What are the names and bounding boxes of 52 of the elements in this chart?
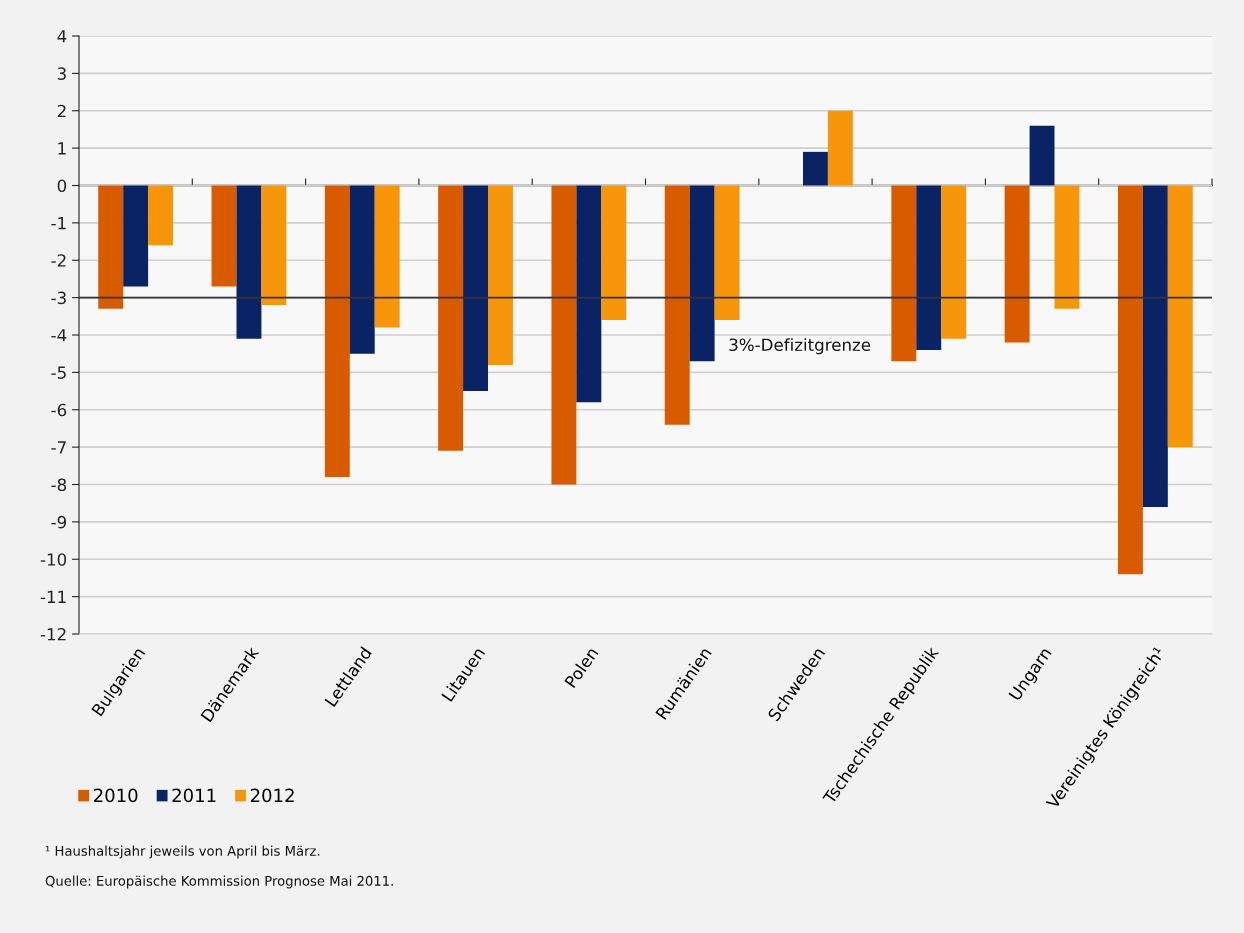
bar — [211, 185, 237, 287]
y-tick-label: -6 — [51, 403, 67, 417]
y-tick-label: 1 — [58, 142, 66, 155]
bar — [1167, 185, 1193, 448]
y-tick-label: -5 — [51, 366, 66, 379]
legend-label: 2011 — [172, 788, 216, 803]
bar — [98, 185, 124, 309]
bar — [576, 185, 602, 403]
ref-line-label: 3%-Defizitgrenze — [729, 338, 871, 355]
bar — [664, 185, 690, 425]
bar — [891, 185, 917, 362]
y-tick-label: 3 — [57, 67, 66, 80]
y-tick-label: -1 — [51, 217, 66, 230]
bar — [236, 185, 262, 339]
bar — [261, 185, 287, 306]
y-tick-label: -7 — [51, 441, 66, 454]
bar — [1142, 185, 1168, 507]
bar — [689, 185, 715, 362]
y-tick-label: 0 — [57, 179, 67, 193]
bar — [463, 185, 489, 392]
bar — [1029, 125, 1055, 186]
y-tick-label: -4 — [51, 329, 67, 342]
bar — [714, 185, 740, 321]
bar — [148, 185, 174, 246]
legend-label: 2012 — [250, 788, 294, 803]
y-tick-label: -2 — [51, 254, 66, 267]
bar — [1117, 185, 1143, 575]
y-tick-label: -12 — [40, 627, 66, 641]
y-tick-label: 4 — [57, 30, 67, 43]
y-tick-label: -11 — [40, 590, 66, 603]
bar — [374, 185, 400, 328]
bar — [324, 185, 350, 478]
bar — [941, 185, 967, 339]
bar — [827, 110, 853, 186]
y-tick-label: -9 — [51, 515, 67, 529]
y-tick-label: -3 — [51, 291, 66, 305]
source-note: Quelle: Europäische Kommission Prognose Mai 2011. — [45, 875, 393, 889]
y-tick-label: -8 — [51, 478, 67, 492]
y-tick-label: -10 — [40, 553, 67, 566]
bar — [438, 185, 464, 451]
bar — [488, 185, 513, 365]
bar — [123, 185, 149, 287]
text: ¹ Haushaltsjahr jeweils von April bis März. — [45, 845, 320, 859]
y-tick-label: 2 — [57, 104, 66, 118]
legend-label: 2010 — [94, 788, 138, 803]
bar — [1004, 185, 1030, 343]
bar — [1054, 185, 1080, 309]
bar — [601, 185, 627, 321]
bar — [551, 185, 577, 485]
bar — [802, 151, 828, 186]
bar — [349, 185, 375, 354]
bar — [916, 185, 942, 350]
